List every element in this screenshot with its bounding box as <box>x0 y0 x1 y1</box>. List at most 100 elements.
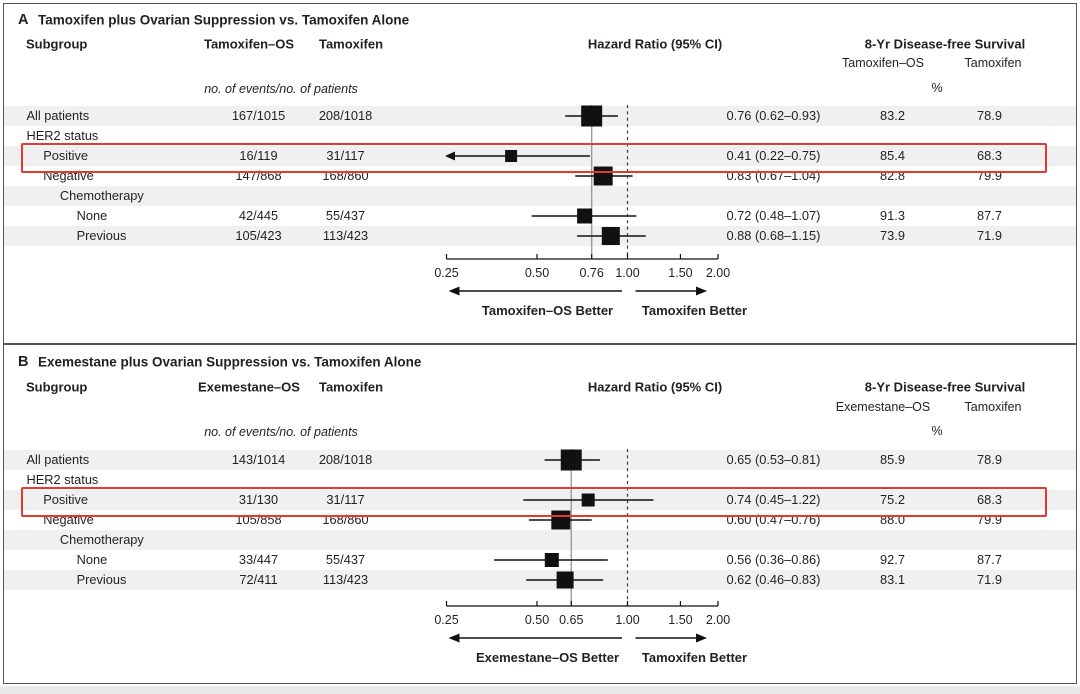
survival-arm1: 75.2 <box>880 492 905 507</box>
panel-a: A Tamoxifen plus Ovarian Suppression vs.… <box>4 4 1076 345</box>
events-arm2: 208/1018 <box>318 108 373 123</box>
survival-subheader-arm2: Tamoxifen <box>964 56 1022 70</box>
axis-tick-label: 0.50 <box>525 613 549 627</box>
subgroup-label: Positive <box>43 148 88 163</box>
subgroup-row: Negative 105/858 168/860 88.0 79.9 0.60 (0.47… <box>4 510 1076 530</box>
events-arm1: 72/411 <box>239 572 278 587</box>
figure-frame: A Tamoxifen plus Ovarian Suppression vs.… <box>3 3 1077 684</box>
group-label-row: Chemotherapy <box>4 186 1076 206</box>
survival-arm1: 83.1 <box>880 572 905 587</box>
col-header-subgroup: Subgroup <box>26 36 88 52</box>
subgroup-row: All patients 143/1014 208/1018 85.9 78.9 0.65… <box>4 450 1076 470</box>
better-left-arrowhead <box>448 633 460 643</box>
better-left-label: Exemestane–OS Better <box>476 650 619 665</box>
subgroup-label: HER2 status <box>26 128 99 143</box>
panel-letter: A <box>18 12 29 28</box>
panel-b: B Exemestane plus Ovarian Suppression vs… <box>4 345 1076 682</box>
events-arm1: 31/130 <box>238 492 279 507</box>
survival-arm1: 85.9 <box>880 452 905 467</box>
survival-arm2: 68.3 <box>977 148 1002 163</box>
survival-arm2: 68.3 <box>977 492 1002 507</box>
subgroup-label: None <box>76 208 108 223</box>
survival-subheader-arm2: Tamoxifen <box>964 400 1022 414</box>
col-header-arm1: Exemestane–OS <box>198 379 300 395</box>
subgroup-row: None 42/445 55/437 91.3 87.7 0.72 (0.48–1.07) <box>4 206 1076 226</box>
axis-tick-label: 0.50 <box>525 266 549 280</box>
subgroup-row: Negative 147/868 168/860 82.8 79.9 0.83 (0.67… <box>4 166 1076 186</box>
survival-arm2: 78.9 <box>977 108 1002 123</box>
events-arm1: 167/1015 <box>231 108 286 123</box>
survival-arm2: 79.9 <box>977 512 1002 527</box>
group-label-row: HER2 status <box>4 470 1076 490</box>
col-header-hazard-ratio: Hazard Ratio (95% CI) <box>587 379 723 395</box>
events-arm2: 55/437 <box>325 208 366 223</box>
events-arm1: 143/1014 <box>231 452 286 467</box>
survival-arm1: 91.3 <box>880 208 905 223</box>
subgroup-label: All patients <box>26 108 90 123</box>
subgroup-label: Chemotherapy <box>59 532 144 547</box>
axis-tick-label: 1.00 <box>615 613 639 627</box>
panel-title: Exemestane plus Ovarian Suppression vs. … <box>38 354 422 370</box>
subgroup-label: Chemotherapy <box>59 188 144 203</box>
events-arm1: 105/858 <box>235 512 282 527</box>
events-note: no. of events/no. of patients <box>204 425 358 439</box>
better-right-label: Tamoxifen Better <box>642 650 747 665</box>
survival-arm2: 87.7 <box>977 552 1002 567</box>
survival-arm2: 71.9 <box>977 228 1002 243</box>
events-arm2: 113/423 <box>322 228 369 243</box>
survival-arm1: 73.9 <box>880 228 905 243</box>
survival-arm1: 82.8 <box>880 168 905 183</box>
subgroup-label: All patients <box>26 452 90 467</box>
axis-tick-label: 1.00 <box>615 266 639 280</box>
group-label-row: HER2 status <box>4 126 1076 146</box>
events-arm1: 33/447 <box>238 552 279 567</box>
hazard-ratio-text: 0.72 (0.48–1.07) <box>726 208 821 223</box>
axis-tick-label: 1.50 <box>668 266 692 280</box>
subgroup-row: Positive 31/130 31/117 75.2 68.3 0.74 (0.45–1… <box>4 490 1076 510</box>
col-header-survival: 8-Yr Disease-free Survival <box>864 379 1026 395</box>
group-label-row: Chemotherapy <box>4 530 1076 550</box>
events-arm2: 31/117 <box>326 492 365 507</box>
hazard-ratio-text: 0.88 (0.68–1.15) <box>726 228 821 243</box>
panel-title: Tamoxifen plus Ovarian Suppression vs. T… <box>38 12 410 28</box>
survival-subheader-arm1: Exemestane–OS <box>835 400 931 414</box>
col-header-subgroup: Subgroup <box>26 379 88 395</box>
better-right-label: Tamoxifen Better <box>642 303 747 318</box>
events-arm2: 31/117 <box>326 148 365 163</box>
axis-tick-label: 2.00 <box>706 613 730 627</box>
survival-arm1: 88.0 <box>880 512 905 527</box>
subgroup-label: Negative <box>43 168 94 183</box>
subgroup-row: Previous 72/411 113/423 83.1 71.9 0.62 (0.46–… <box>4 570 1076 590</box>
hazard-ratio-text: 0.41 (0.22–0.75) <box>726 148 821 163</box>
survival-arm1: 85.4 <box>880 148 905 163</box>
subgroup-label: HER2 status <box>26 472 99 487</box>
subgroup-label: Positive <box>43 492 88 507</box>
events-note: no. of events/no. of patients <box>204 82 358 96</box>
survival-subheader-arm1: Tamoxifen–OS <box>842 56 924 70</box>
events-arm1: 147/868 <box>235 168 282 183</box>
hazard-ratio-text: 0.65 (0.53–0.81) <box>726 452 821 467</box>
events-arm2: 168/860 <box>322 512 369 527</box>
events-arm2: 55/437 <box>325 552 366 567</box>
axis-tick-label: 2.00 <box>706 266 730 280</box>
better-right-arrowhead <box>696 286 707 296</box>
events-arm1: 105/423 <box>235 228 282 243</box>
hazard-ratio-text: 0.60 (0.47–0.76) <box>726 512 821 527</box>
subgroup-row: All patients 167/1015 208/1018 83.2 78.9 0.76… <box>4 106 1076 126</box>
events-arm2: 208/1018 <box>318 452 373 467</box>
hazard-ratio-text: 0.62 (0.46–0.83) <box>726 572 821 587</box>
caption-strip <box>0 686 1080 694</box>
survival-arm2: 87.7 <box>977 208 1002 223</box>
axis-tick-label: 0.25 <box>434 613 458 627</box>
col-header-survival: 8-Yr Disease-free Survival <box>864 36 1026 52</box>
hazard-ratio-text: 0.56 (0.36–0.86) <box>726 552 821 567</box>
hazard-ratio-text: 0.74 (0.45–1.22) <box>726 492 821 507</box>
survival-arm1: 83.2 <box>880 108 905 123</box>
events-arm1: 42/445 <box>238 208 279 223</box>
survival-arm2: 79.9 <box>977 168 1002 183</box>
axis-tick-label: 0.76 <box>579 266 603 280</box>
axis-tick-label: 0.25 <box>434 266 458 280</box>
col-header-hazard-ratio: Hazard Ratio (95% CI) <box>587 36 723 52</box>
subgroup-label: Previous <box>76 572 127 587</box>
